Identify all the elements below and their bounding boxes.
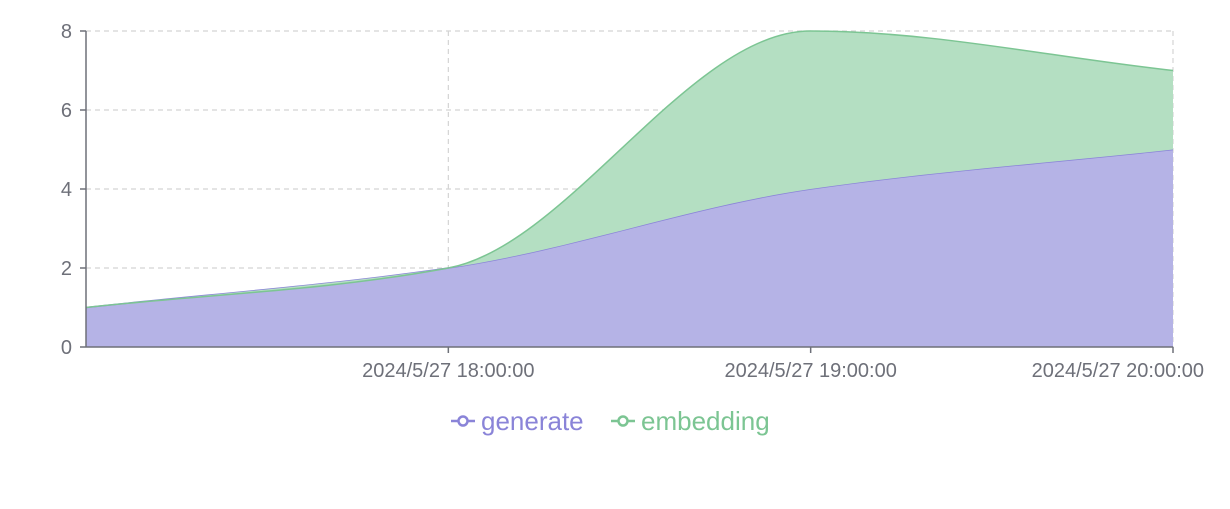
legend-item-embedding[interactable]: embedding [611, 406, 770, 436]
area-generate[interactable] [86, 149, 1173, 348]
y-tick-label: 2 [61, 258, 72, 280]
x-tick-label: 2024/5/27 19:00:00 [724, 360, 896, 382]
legend-circle-marker [457, 415, 469, 427]
legend-label: embedding [641, 406, 770, 436]
x-tick-label: 2024/5/27 18:00:00 [362, 360, 534, 382]
axis-layer: 0 2 4 6 8 2024/5/27 18:00:00 2024/5/27 19:00:0… [61, 21, 1204, 382]
legend[interactable]: generate embedding [451, 406, 770, 436]
x-tick-label: 2024/5/27 20:00:00 [1032, 360, 1204, 382]
y-tick-label: 8 [61, 21, 72, 43]
legend-circle-marker [617, 415, 629, 427]
y-tick-label: 4 [61, 179, 72, 201]
y-tick-label: 6 [61, 100, 72, 122]
legend-label: generate [481, 406, 584, 436]
y-tick-label: 0 [61, 337, 72, 359]
legend-item-generate[interactable]: generate [451, 406, 584, 436]
line-embedding [85, 30, 1174, 309]
area-layer [85, 30, 1174, 348]
area-embedding[interactable] [86, 31, 1173, 308]
